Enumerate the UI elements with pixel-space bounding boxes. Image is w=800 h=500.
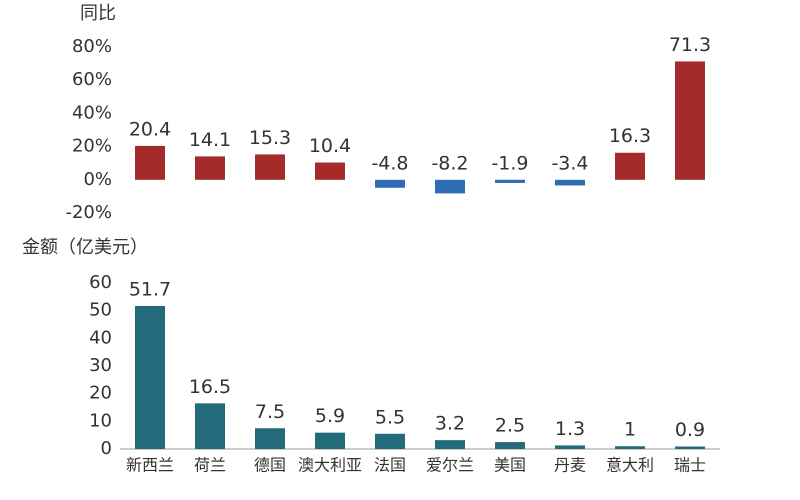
value-label: 14.1: [189, 129, 231, 151]
value-label: 5.5: [375, 406, 405, 428]
x-tick-label: 瑞士: [674, 456, 706, 475]
bar: [195, 156, 225, 180]
bar: [255, 154, 285, 180]
x-tick-label: 法国: [374, 456, 406, 475]
bar: [135, 305, 165, 449]
value-label: 16.3: [609, 125, 651, 147]
value-label: 0.9: [675, 419, 705, 441]
bar: [375, 433, 405, 449]
y-tick-label: 40%: [72, 102, 112, 123]
bar: [435, 179, 465, 194]
bar: [615, 446, 645, 449]
bar: [555, 445, 585, 449]
y-tick-label: 60%: [72, 69, 112, 90]
bar: [675, 446, 705, 449]
bar: [435, 440, 465, 449]
y-tick-label: 80%: [72, 36, 112, 57]
y-tick-label: 20: [89, 383, 112, 404]
x-tick-label: 丹麦: [554, 456, 586, 475]
value-label: 16.5: [189, 376, 231, 398]
value-label: 3.2: [435, 413, 465, 435]
x-tick-label: 意大利: [606, 456, 654, 475]
value-label: 2.5: [495, 415, 525, 437]
x-tick-label: 荷兰: [194, 456, 226, 475]
x-tick-label: 美国: [494, 456, 526, 475]
value-label: 1.3: [555, 418, 585, 440]
value-label: 15.3: [249, 127, 291, 149]
value-label: 71.3: [669, 34, 711, 56]
y-tick-label: -20%: [65, 202, 112, 223]
value-label: 20.4: [129, 118, 171, 140]
bar: [255, 428, 285, 449]
y-tick-label: 40: [89, 327, 112, 348]
y-tick-label: 20%: [72, 136, 112, 157]
value-label: -8.2: [431, 152, 468, 174]
y-tick-label: 0%: [83, 169, 112, 190]
value-label: 7.5: [255, 401, 285, 423]
bar: [495, 179, 525, 183]
value-label: 51.7: [129, 278, 171, 300]
value-label: -4.8: [371, 152, 408, 174]
value-label: 5.9: [315, 405, 345, 427]
y-tick-label: 0: [101, 438, 112, 459]
value-label: 10.4: [309, 135, 351, 157]
y-tick-label: 50: [89, 300, 112, 321]
value-label: 1: [624, 419, 636, 441]
x-tick-label: 爱尔兰: [426, 456, 474, 475]
chart-title: 同比: [80, 3, 116, 24]
y-tick-label: 60: [89, 272, 112, 293]
bar: [315, 432, 345, 449]
bar: [615, 152, 645, 180]
bar: [675, 61, 705, 180]
y-tick-label: 30: [89, 355, 112, 376]
value-label: -1.9: [491, 152, 528, 174]
bar: [555, 179, 585, 186]
bar: [375, 179, 405, 188]
bar: [195, 403, 225, 449]
x-tick-label: 澳大利亚: [298, 456, 362, 475]
bar: [315, 162, 345, 180]
bar: [135, 145, 165, 180]
bar: [495, 442, 525, 449]
x-tick-label: 德国: [254, 456, 286, 475]
y-tick-label: 10: [89, 410, 112, 431]
x-tick-label: 新西兰: [126, 456, 174, 475]
chart-title: 金额（亿美元）: [22, 237, 148, 258]
value-label: -3.4: [551, 152, 588, 174]
